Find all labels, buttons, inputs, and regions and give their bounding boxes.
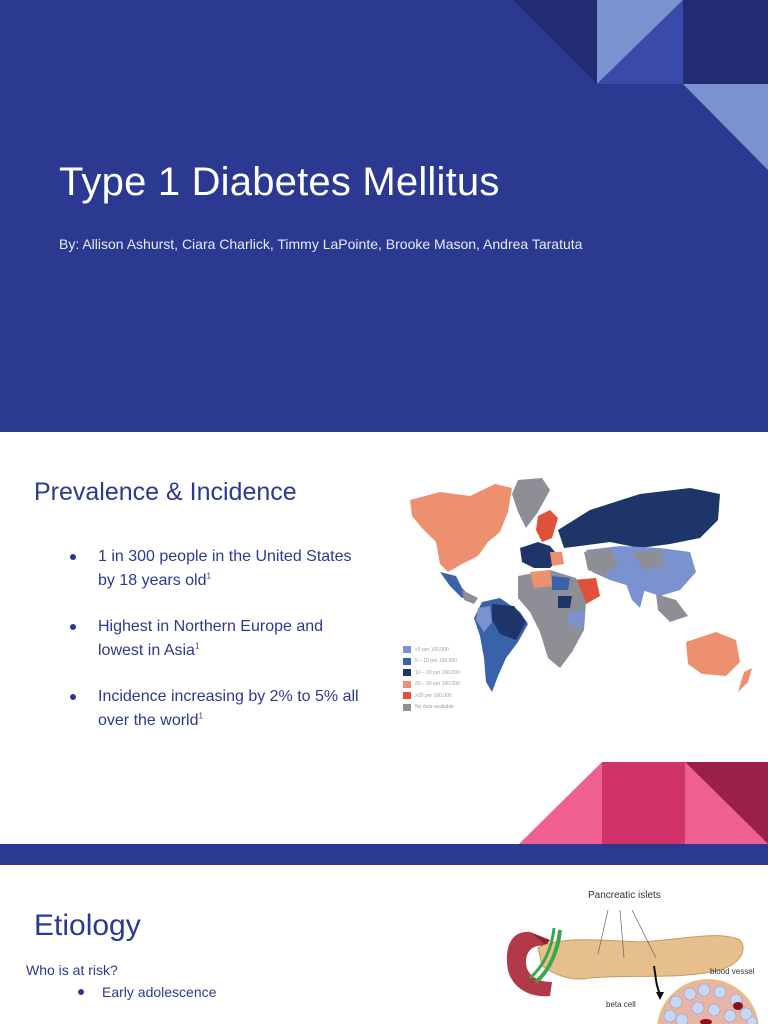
pink-geometric-decoration [519,762,768,844]
bullet-item: Early adolescence [78,982,216,1002]
slide-divider-bar [0,844,768,865]
bullet-item: Incidence increasing by 2% to 5% all ove… [70,685,360,733]
label-beta-cell: beta cell [606,1000,636,1009]
legend-swatch [403,646,411,654]
authors-byline: By: Allison Ashurst, Ciara Charlick, Tim… [59,236,583,252]
legend-item: 10 – 20 per 100,000 [403,667,460,679]
map-legend: <5 per 100,000 5 – 10 per 100,000 10 – 2… [403,644,460,713]
legend-swatch [403,657,411,665]
bullet-dot-icon [70,554,76,560]
bullet-list: 1 in 300 people in the United States by … [70,545,360,755]
slide-title: Prevalence & Incidence [34,478,297,506]
legend-swatch [403,669,411,677]
legend-item: >30 per 100,000 [403,690,460,702]
legend-item: 20 – 30 per 100,000 [403,679,460,691]
bullet-item: Highest in Northern Europe and lowest in… [70,615,360,663]
risk-question: Who is at risk? [26,962,118,978]
footnote-ref: 1 [194,641,200,651]
label-pancreatic-islets: Pancreatic islets [588,890,661,901]
geometric-decoration [513,0,768,170]
label-blood-vessel: blood vessel [710,967,755,976]
bullet-dot-icon [78,989,84,995]
pancreas-figure [506,909,759,1024]
etiology-slide: Etiology Who is at risk? Early adolescen… [0,865,768,1024]
footnote-ref: 1 [198,711,203,721]
slide-title: Etiology [34,909,141,942]
bullet-dot-icon [70,624,76,630]
legend-item: 5 – 10 per 100,000 [403,656,460,668]
bullet-list: Early adolescence [78,982,216,1002]
world-incidence-map [410,478,752,692]
legend-item: <5 per 100,000 [403,644,460,656]
bullet-item: 1 in 300 people in the United States by … [70,545,360,593]
prevalence-slide: Prevalence & Incidence 1 in 300 people i… [0,432,768,844]
title-slide: Type 1 Diabetes Mellitus By: Allison Ash… [0,0,768,432]
legend-swatch [403,692,411,700]
footnote-ref: 1 [206,571,211,581]
legend-item: No data available [403,702,460,714]
bullet-dot-icon [70,694,76,700]
legend-swatch [403,703,411,711]
presentation-title: Type 1 Diabetes Mellitus [59,160,500,204]
legend-swatch [403,680,411,688]
pancreas-illustration: Pancreatic islets blood vessel beta cell [490,870,768,1024]
